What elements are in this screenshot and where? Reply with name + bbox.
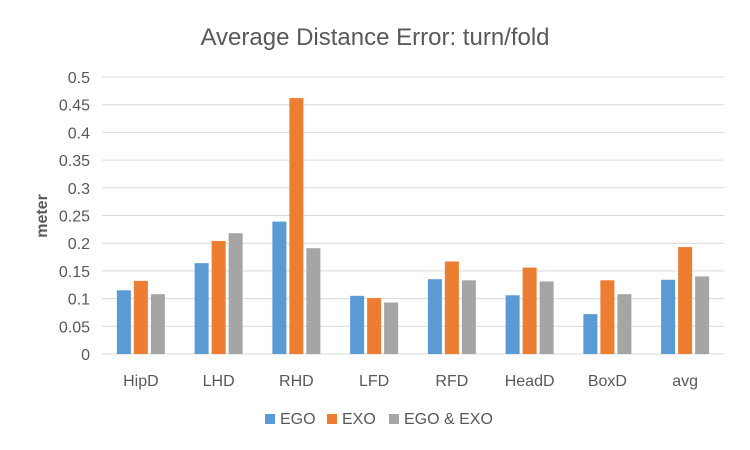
legend: EGO EXO EGO & EXO [265, 411, 493, 428]
bar-ego-lfd [350, 295, 365, 354]
bar-ego-avg [661, 279, 676, 354]
bar-exo-hipd [133, 280, 148, 354]
bar-ego-hipd [116, 290, 131, 354]
legend-item-ego-exo: EGO & EXO [389, 411, 493, 428]
y-tick-label: 0.3 [68, 181, 90, 198]
chart-title: Average Distance Error: turn/fold [200, 24, 549, 51]
x-tick-label: avg [672, 373, 698, 390]
y-tick-label: 0.25 [59, 209, 90, 226]
bars [116, 98, 710, 354]
y-tick-label: 0.45 [59, 98, 90, 115]
bar-exo-lfd [367, 298, 382, 354]
bar-ego-exo-headd [539, 281, 554, 354]
legend-item-ego: EGO [265, 411, 316, 428]
bar-exo-lhd [211, 240, 226, 354]
bar-ego-exo-boxd [617, 294, 632, 354]
bar-ego-rfd [427, 279, 442, 354]
bar-ego-exo-avg [695, 276, 710, 354]
bar-exo-boxd [600, 280, 615, 354]
legend-swatch [389, 414, 399, 424]
bar-exo-rhd [289, 98, 304, 354]
y-tick-label: 0 [81, 347, 90, 364]
y-tick-label: 0.2 [68, 236, 90, 253]
bar-ego-exo-rfd [461, 280, 476, 354]
x-tick-labels: HipD LHD RHD LFD RFD HeadD BoxD avg [123, 373, 698, 390]
bar-ego-exo-lfd [384, 302, 399, 354]
x-tick-label: HeadD [505, 373, 555, 390]
y-tick-labels: 0 0.05 0.1 0.15 0.2 0.25 0.3 0.35 0.4 0.45 0.5 [59, 70, 90, 364]
y-tick-label: 0.1 [68, 292, 90, 309]
bar-exo-headd [522, 267, 537, 354]
x-tick-label: BoxD [588, 373, 627, 390]
bar-ego-exo-hipd [150, 294, 165, 354]
legend-swatch [265, 414, 275, 424]
legend-item-exo: EXO [327, 411, 376, 428]
x-tick-label: LHD [203, 373, 235, 390]
x-tick-label: LFD [359, 373, 389, 390]
legend-swatch [327, 414, 337, 424]
bar-ego-lhd [194, 263, 209, 354]
legend-label: EGO & EXO [404, 411, 493, 428]
y-tick-label: 0.15 [59, 264, 90, 281]
y-tick-label: 0.05 [59, 319, 90, 336]
x-tick-label: RFD [435, 373, 468, 390]
legend-label: EXO [342, 411, 376, 428]
y-tick-label: 0.5 [68, 70, 90, 87]
x-tick-label: RHD [279, 373, 314, 390]
bar-ego-exo-rhd [306, 248, 321, 354]
x-tick-label: HipD [123, 373, 159, 390]
legend-label: EGO [280, 411, 316, 428]
y-tick-label: 0.4 [68, 125, 90, 142]
bar-ego-boxd [583, 314, 598, 354]
bar-exo-rfd [444, 261, 459, 354]
bar-ego-headd [505, 295, 520, 354]
y-axis-label: meter [34, 194, 51, 238]
y-tick-label: 0.35 [59, 153, 90, 170]
bar-exo-avg [678, 247, 693, 354]
bar-ego-rhd [272, 221, 287, 354]
bar-ego-exo-lhd [228, 233, 243, 354]
